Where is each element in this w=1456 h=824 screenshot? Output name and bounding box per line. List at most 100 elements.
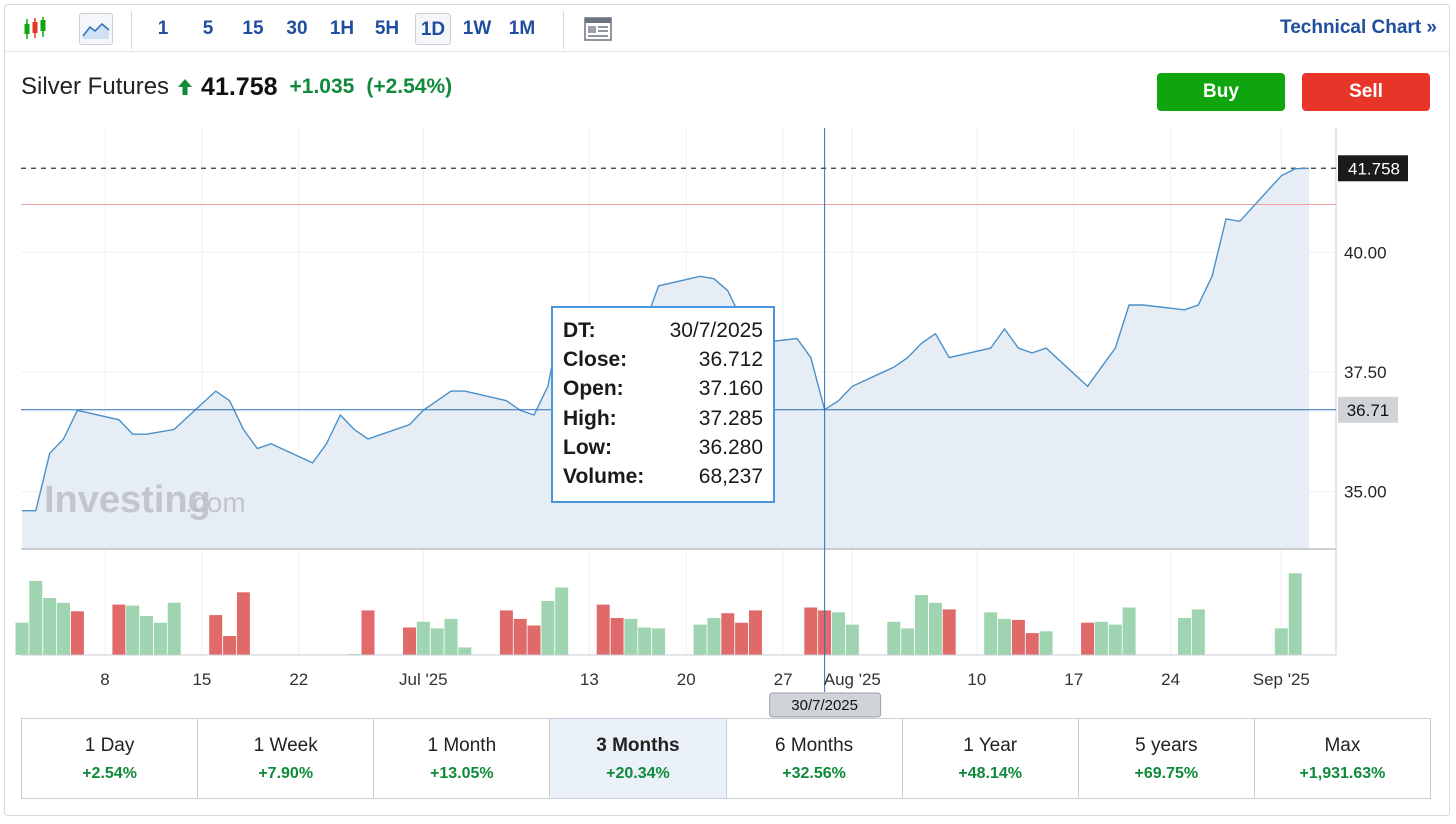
volume-bar (458, 647, 472, 655)
volume-bar (638, 627, 652, 655)
volume-bar (1122, 607, 1136, 655)
x-axis-labels: 8 15 22 Jul '25 13 20 27 Aug '25 10 17 24 Sep '25 (100, 670, 1310, 689)
volume-bar (70, 611, 84, 655)
volume-bar (749, 610, 762, 655)
x-tick-label: 13 (580, 670, 599, 689)
period-change: +2.54% (82, 765, 137, 782)
volume-bar (998, 618, 1011, 655)
x-tick-label: 8 (100, 670, 109, 689)
timeframe-1w[interactable]: 1W (462, 18, 492, 39)
ohlc-tooltip: DT: 30/7/2025 Close: 36.712 Open: 37.160 Hi… (551, 306, 775, 503)
timeframe-1m[interactable]: 1M (508, 18, 536, 39)
timeframe-1[interactable]: 1 (157, 18, 169, 39)
period-label: 6 Months (774, 735, 854, 756)
tooltip-value: 36.280 (698, 435, 763, 459)
volume-bar (901, 628, 915, 655)
volume-bar (15, 622, 29, 655)
investing-watermark-suffix: .com (185, 487, 246, 518)
tooltip-key: Open: (563, 377, 624, 401)
volume-bar (942, 609, 956, 655)
sell-button[interactable]: Sell (1302, 73, 1430, 111)
x-tick-label: 17 (1064, 670, 1083, 689)
volume-bar (1178, 618, 1191, 656)
price-line (22, 167, 1310, 512)
volume-bar (624, 618, 638, 655)
period-1-day[interactable]: 1 Day +2.54% (22, 719, 199, 798)
tooltip-value: 37.160 (698, 377, 763, 401)
tooltip-key: Close: (563, 347, 628, 371)
volume-bars (15, 573, 1302, 656)
tooltip-row-close: Close: 36.712 (563, 345, 763, 374)
volume-bar (887, 621, 901, 656)
price-change-percent: (+2.54%) (366, 75, 453, 98)
period-label: 1 Year (963, 735, 1018, 756)
volume-bar (1288, 573, 1302, 655)
period-1-year[interactable]: 1 Year +48.14% (903, 719, 1079, 798)
period-change: +69.75% (1134, 765, 1199, 782)
x-tick-label: 15 (192, 670, 211, 689)
x-tick-label: 27 (774, 670, 793, 689)
tooltip-key: DT: (563, 318, 596, 342)
buy-button[interactable]: Buy (1157, 73, 1285, 111)
period-3-months[interactable]: 3 Months +20.34% (550, 719, 727, 798)
last-price: 41.758 (201, 72, 278, 101)
volume-bar (928, 602, 942, 656)
last-price-tag: 41.758 (1338, 155, 1408, 182)
period-6-months[interactable]: 6 Months +32.56% (727, 719, 903, 798)
chart-toolbar: 1 5 15 30 1H 5H 1D 1W 1M Technical Chart… (5, 5, 1449, 52)
volume-bar (43, 598, 57, 655)
tooltip-row-volume: Volume: 68,237 (563, 462, 763, 491)
tooltip-value: 68,237 (698, 465, 763, 489)
period-change: +48.14% (958, 765, 1022, 782)
news-icon[interactable] (581, 13, 615, 45)
timeframe-5[interactable]: 5 (202, 18, 214, 39)
candlestick-icon[interactable] (19, 13, 53, 45)
y-tick-label: 37.50 (1344, 363, 1387, 382)
volume-bar (610, 618, 624, 656)
price-change: +1.035 (289, 75, 355, 98)
timeframe-5h[interactable]: 5H (374, 18, 400, 39)
period-1-month[interactable]: 1 Month +13.05% (374, 719, 551, 798)
volume-bar (1191, 609, 1205, 655)
period-1-week[interactable]: 1 Week +7.90% (198, 719, 375, 798)
x-tick-label: Jul '25 (399, 670, 448, 689)
timeframe-30[interactable]: 30 (286, 18, 308, 39)
toolbar-divider (131, 11, 132, 49)
investing-watermark-logo: Investing (44, 479, 211, 521)
tooltip-value: 37.285 (698, 406, 763, 430)
tooltip-row-open: Open: 37.160 (563, 375, 763, 404)
volume-bar (444, 618, 458, 655)
volume-bar (1011, 619, 1025, 655)
instrument-name: Silver Futures (21, 73, 170, 100)
period-change: +20.34% (606, 765, 670, 782)
tooltip-key: Low: (563, 435, 612, 459)
volume-bar (721, 613, 735, 655)
volume-bar (499, 610, 513, 655)
volume-bar (915, 595, 928, 655)
svg-text:30/7/2025: 30/7/2025 (791, 697, 858, 714)
volume-bar (1025, 633, 1039, 655)
volume-bar (596, 604, 610, 655)
technical-chart-link[interactable]: Technical Chart » (1280, 17, 1437, 38)
crosshair-price-tag: 36.71 (1338, 396, 1398, 423)
tooltip-value: 30/7/2025 (669, 318, 763, 342)
tooltip-key: High: (563, 406, 617, 430)
period-5-years[interactable]: 5 years +69.75% (1079, 719, 1255, 798)
volume-bar (541, 600, 555, 655)
toolbar-divider (563, 11, 564, 49)
timeframe-1d[interactable]: 1D (415, 13, 451, 45)
timeframe-1h[interactable]: 1H (329, 18, 355, 39)
area-chart-icon[interactable] (79, 13, 113, 45)
period-change: +7.90% (258, 765, 314, 782)
volume-bar (416, 621, 430, 656)
period-label: 1 Month (427, 735, 497, 756)
volume-bar (236, 592, 250, 655)
volume-bar (1108, 624, 1122, 655)
volume-bar (1081, 622, 1095, 655)
volume-bar (223, 636, 237, 655)
tooltip-row-date: DT: 30/7/2025 (563, 316, 763, 345)
period-max[interactable]: Max +1,931.63% (1255, 719, 1430, 798)
timeframe-15[interactable]: 15 (242, 18, 264, 39)
volume-bar (1094, 621, 1108, 656)
tooltip-value: 36.712 (698, 347, 763, 371)
